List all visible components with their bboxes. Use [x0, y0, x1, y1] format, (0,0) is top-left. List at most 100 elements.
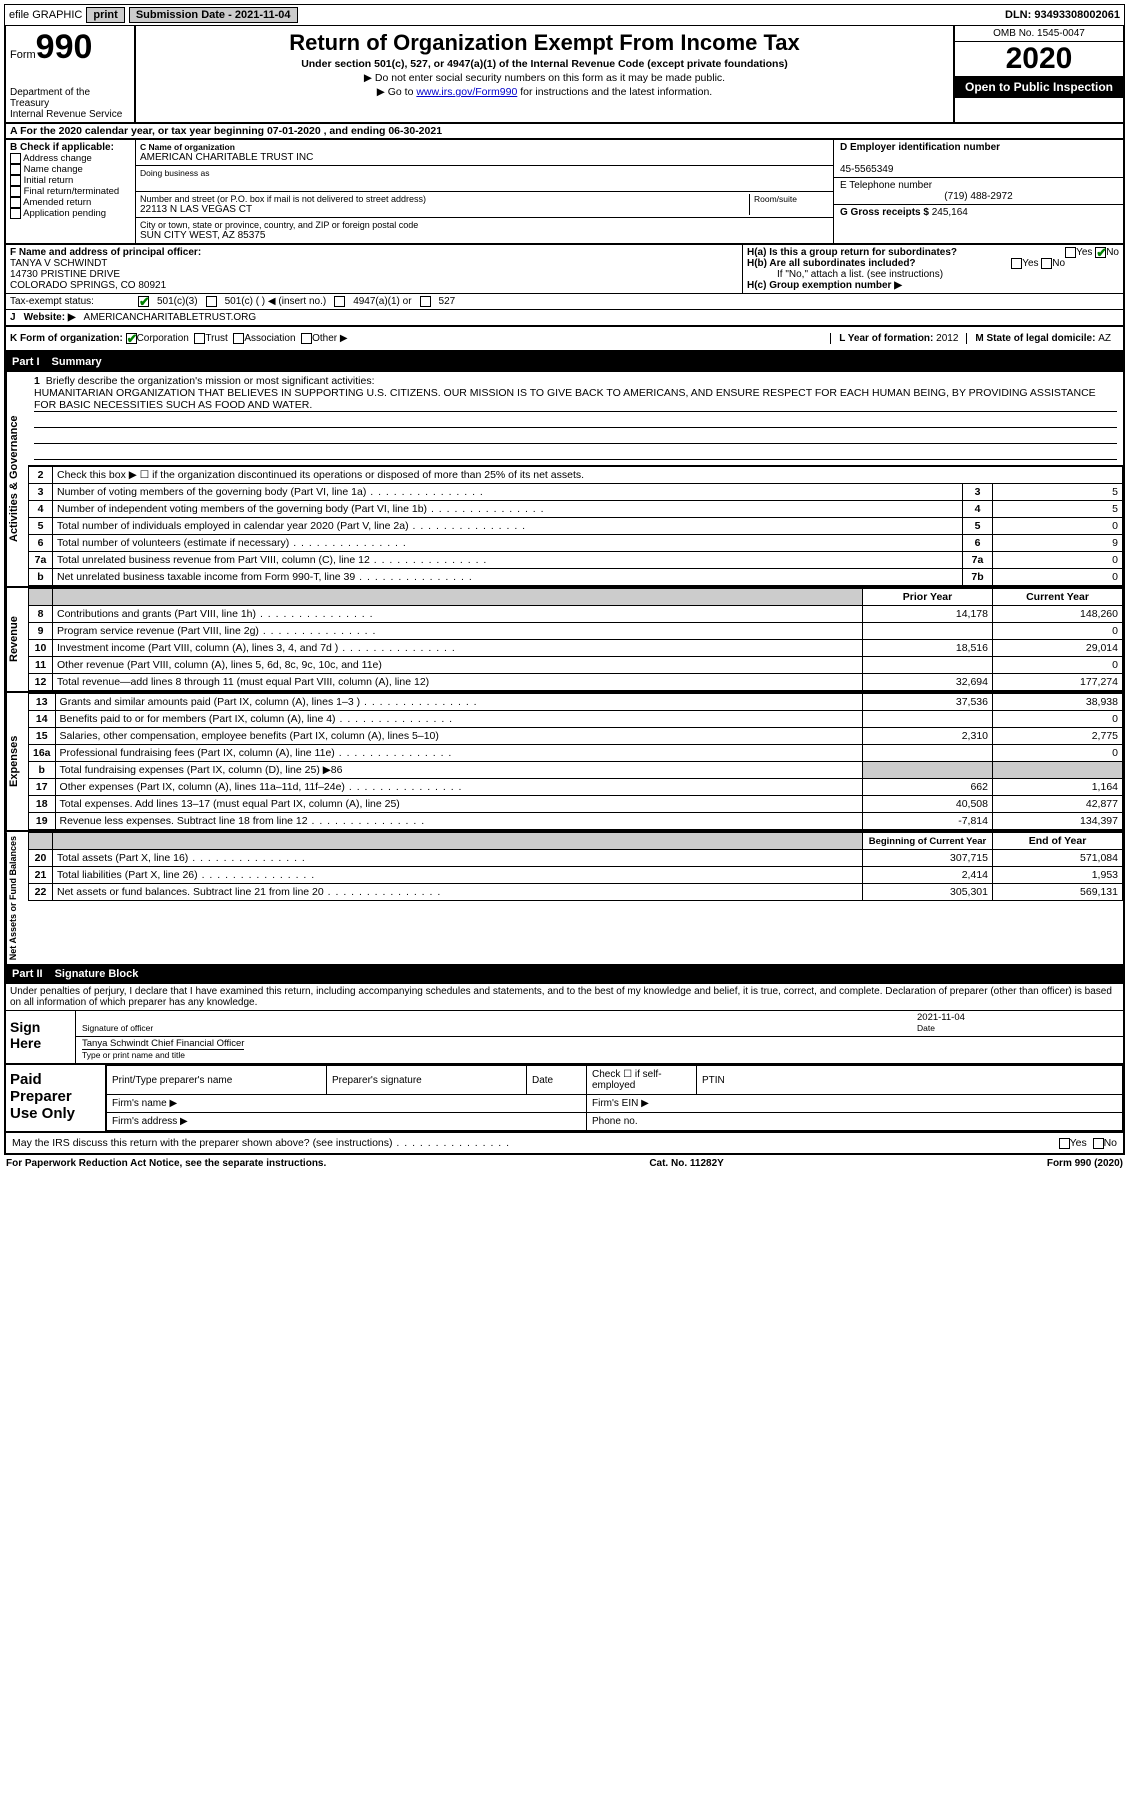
tax-year: 2020 [955, 42, 1123, 76]
h-c: H(c) Group exemption number ▶ [747, 280, 1119, 291]
chk-amended-lbl: Amended return [23, 197, 91, 208]
gov-val-6: 9 [993, 535, 1123, 552]
exp-row-18: 18Total expenses. Add lines 13–17 (must … [29, 796, 1123, 813]
subtitle-3: ▶ Go to www.irs.gov/Form990 for instruct… [140, 86, 949, 98]
paid-firm-name: Firm's name ▶ [107, 1095, 587, 1113]
chk-initial[interactable]: Initial return [10, 175, 131, 186]
chk-initial-lbl: Initial return [24, 175, 74, 186]
gov-table: 2Check this box ▶ ☐ if the organization … [28, 466, 1123, 586]
gov-no-7a: 7a [29, 552, 53, 569]
gov-row-6: 6Total number of volunteers (estimate if… [29, 535, 1123, 552]
chk-address-lbl: Address change [23, 153, 92, 164]
i-row: Tax-exempt status: 501(c)(3) 501(c) ( ) … [4, 294, 1125, 310]
omb-number: OMB No. 1545-0047 [955, 26, 1123, 42]
line1-no: 1 [34, 375, 40, 387]
discuss-yes-chk[interactable] [1059, 1138, 1070, 1149]
sig-typed-name: Tanya Schwindt Chief Financial Officer [82, 1038, 244, 1050]
chk-amended[interactable]: Amended return [10, 197, 131, 208]
h-b-note: If "No," attach a list. (see instruction… [747, 269, 1119, 280]
sig-typed-label: Type or print name and title [82, 1050, 185, 1060]
ha-yes: Yes [1076, 247, 1092, 258]
curr-year-hdr: Current Year [993, 589, 1123, 606]
rev-table: Prior YearCurrent Year 8Contributions an… [28, 588, 1123, 691]
ein-cell: D Employer identification number 45-5565… [834, 140, 1123, 178]
chk-501c[interactable] [206, 296, 217, 307]
k-label: K Form of organization: [10, 333, 123, 344]
opt-assoc: Association [244, 333, 295, 344]
gov-rows: 1 Briefly describe the organization's mi… [28, 372, 1123, 586]
discuss-no-chk[interactable] [1093, 1138, 1104, 1149]
part1-label: Part I [6, 354, 46, 370]
part1-bar: Part I Summary [4, 352, 1125, 370]
chk-other[interactable] [301, 333, 312, 344]
officer-name: TANYA V SCHWINDT [10, 258, 107, 269]
goto-suffix: for instructions and the latest informat… [517, 86, 712, 98]
paid-row-3: Firm's address ▶ Phone no. [107, 1113, 1123, 1131]
gov-desc-4: Number of independent voting members of … [53, 501, 963, 518]
gov-no-5: 5 [29, 518, 53, 535]
gov-no-6: 6 [29, 535, 53, 552]
chk-assoc[interactable] [233, 333, 244, 344]
website-label: Website: ▶ [24, 312, 76, 323]
hb-no: No [1052, 258, 1065, 269]
ha-no: No [1106, 247, 1119, 258]
j-label: J [10, 312, 16, 323]
col-d: D Employer identification number 45-5565… [833, 140, 1123, 243]
gov-desc-6: Total number of volunteers (estimate if … [53, 535, 963, 552]
paid-firm-ein: Firm's EIN ▶ [587, 1095, 1123, 1113]
gov-desc-3: Number of voting members of the governin… [53, 484, 963, 501]
exp-row-15: 15Salaries, other compensation, employee… [29, 728, 1123, 745]
sign-block: Sign Here Signature of officer 2021-11-0… [4, 1011, 1125, 1065]
print-button[interactable]: print [86, 7, 124, 23]
city-cell: City or town, state or province, country… [136, 218, 833, 243]
gov-desc-7a: Total unrelated business revenue from Pa… [53, 552, 963, 569]
chk-pending[interactable]: Application pending [10, 208, 131, 219]
gov-box-7a: 7a [963, 552, 993, 569]
city-value: SUN CITY WEST, AZ 85375 [140, 230, 829, 241]
goto-prefix: ▶ Go to [377, 86, 417, 98]
submission-date-box: Submission Date - 2021-11-04 [129, 7, 298, 23]
city-label: City or town, state or province, country… [140, 220, 829, 230]
chk-trust[interactable] [194, 333, 205, 344]
chk-name[interactable]: Name change [10, 164, 131, 175]
opt-501c3: 501(c)(3) [157, 296, 198, 307]
exp-section: Expenses 13Grants and similar amounts pa… [4, 693, 1125, 832]
gov-row-3: 3Number of voting members of the governi… [29, 484, 1123, 501]
rev-row-8: 8Contributions and grants (Part VIII, li… [29, 606, 1123, 623]
fh-block: F Name and address of principal officer:… [4, 245, 1125, 294]
paid-phone: Phone no. [587, 1113, 1123, 1131]
gross-cell: G Gross receipts $ 245,164 [834, 205, 1123, 220]
opt-corp: Corporation [137, 333, 189, 344]
line1-block: 1 Briefly describe the organization's mi… [28, 372, 1123, 466]
chk-527[interactable] [420, 296, 431, 307]
irs-link[interactable]: www.irs.gov/Form990 [416, 86, 517, 98]
chk-4947[interactable] [334, 296, 345, 307]
gov-box-6: 6 [963, 535, 993, 552]
gov-no-2: 2 [29, 467, 53, 484]
dept-text: Department of the Treasury Internal Reve… [10, 87, 130, 120]
chk-corp[interactable] [126, 333, 137, 344]
exp-row-13: 13Grants and similar amounts paid (Part … [29, 694, 1123, 711]
klm-row: K Form of organization: Corporation Trus… [4, 327, 1125, 352]
footer-left: For Paperwork Reduction Act Notice, see … [6, 1158, 326, 1169]
chk-final[interactable]: Final return/terminated [10, 186, 131, 197]
form-title: Return of Organization Exempt From Incom… [140, 30, 949, 56]
chk-501c3[interactable] [138, 296, 149, 307]
i-label: Tax-exempt status: [10, 296, 130, 307]
rev-tab: Revenue [6, 588, 28, 691]
org-name: AMERICAN CHARITABLE TRUST INC [140, 152, 829, 163]
begin-year-hdr: Beginning of Current Year [863, 833, 993, 850]
exp-row-17: 17Other expenses (Part IX, column (A), l… [29, 779, 1123, 796]
gov-val-7a: 0 [993, 552, 1123, 569]
discuss-row: May the IRS discuss this return with the… [4, 1133, 1125, 1155]
col-b: B Check if applicable: Address change Na… [6, 140, 136, 243]
sig-line-2: Tanya Schwindt Chief Financial OfficerTy… [76, 1037, 1123, 1063]
chk-address[interactable]: Address change [10, 153, 131, 164]
dba-cell: Doing business as [136, 166, 833, 192]
paid-h2: Preparer's signature [327, 1066, 527, 1095]
gov-val-7b: 0 [993, 569, 1123, 586]
net-row-21: 21Total liabilities (Part X, line 26)2,4… [29, 867, 1123, 884]
exp-row-14: 14Benefits paid to or for members (Part … [29, 711, 1123, 728]
bcd-block: B Check if applicable: Address change Na… [4, 140, 1125, 245]
subtitle-2: ▶ Do not enter social security numbers o… [140, 72, 949, 84]
